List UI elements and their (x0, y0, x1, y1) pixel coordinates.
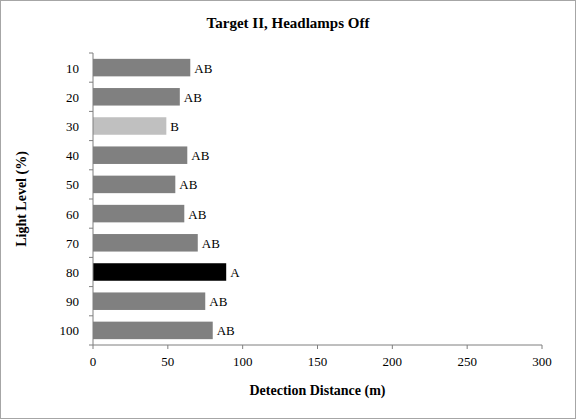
y-tick-label: 60 (66, 207, 79, 222)
x-tick-label: 200 (383, 354, 403, 369)
x-axis-label: Detection Distance (m) (249, 383, 385, 399)
bar (93, 205, 184, 223)
y-tick (89, 111, 93, 112)
y-tick-label: 100 (60, 323, 80, 338)
bar (93, 88, 180, 106)
annotation: AB (179, 177, 197, 192)
bar (93, 322, 213, 340)
y-tick (89, 140, 93, 141)
bars (93, 59, 226, 339)
y-tick (89, 286, 93, 287)
annotation: AB (209, 294, 227, 309)
x-tick-label: 100 (233, 354, 253, 369)
x-tick (392, 345, 393, 349)
annotation: AB (217, 323, 235, 338)
y-tick-label: 40 (66, 148, 79, 163)
annotation: AB (188, 207, 206, 222)
y-tick-label: 90 (66, 294, 79, 309)
x-tick-label: 50 (161, 354, 174, 369)
y-tick (89, 257, 93, 258)
y-axis-label: Light Level (%) (14, 151, 30, 247)
x-tick (93, 345, 94, 349)
y-tick (89, 199, 93, 200)
bar (93, 234, 198, 252)
annotation: B (170, 119, 179, 134)
x-tick-label: 0 (90, 354, 97, 369)
y-tick (89, 169, 93, 170)
y-tick (89, 82, 93, 83)
annotation: AB (194, 61, 212, 76)
y-tick (89, 315, 93, 316)
y-tick-label: 30 (66, 119, 79, 134)
bar (93, 117, 166, 135)
x-tick-label: 250 (457, 354, 477, 369)
bar (93, 263, 226, 281)
annotation: AB (202, 236, 220, 251)
x-tick (317, 345, 318, 349)
title: Target II, Headlamps Off (207, 15, 371, 31)
annotation: A (230, 265, 240, 280)
y-tick-label: 10 (66, 61, 79, 76)
y-tick-label: 70 (66, 236, 79, 251)
y-tick (89, 228, 93, 229)
annotation: AB (191, 148, 209, 163)
bar (93, 146, 187, 164)
x-tick-label: 150 (308, 354, 328, 369)
x-tick-label: 300 (532, 354, 552, 369)
y-tick-label: 50 (66, 177, 79, 192)
x-tick (467, 345, 468, 349)
y-tick (89, 345, 93, 346)
y-tick (89, 53, 93, 54)
x-tick (167, 345, 168, 349)
x-tick (242, 345, 243, 349)
y-tick-label: 20 (66, 90, 79, 105)
chart: Target II, Headlamps OffABABBABABABABAAB… (0, 0, 576, 419)
bar (93, 292, 205, 310)
y-tick-label: 80 (66, 265, 79, 280)
bar (93, 59, 190, 77)
bar (93, 176, 175, 194)
x-tick (542, 345, 543, 349)
annotation: AB (184, 90, 202, 105)
frame (1, 1, 576, 419)
